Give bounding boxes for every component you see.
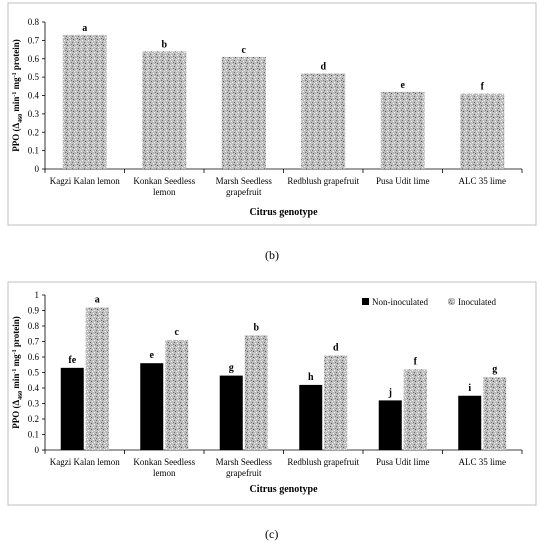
bar-non-inoculated — [219, 375, 243, 450]
y-tick-label: 0.2 — [28, 414, 39, 424]
y-axis-label: PPO (Δ460 min-1 mg-1 protein) — [11, 316, 24, 429]
y-tick-label: 1 — [35, 290, 40, 300]
y-tick-label: 0.8 — [28, 321, 40, 331]
bar-inoculated — [85, 307, 109, 450]
bar-letter-label: b — [161, 39, 167, 50]
y-tick-label: 0.4 — [28, 383, 40, 393]
y-tick-label: 0 — [35, 164, 40, 174]
x-tick-label: Konkan Seedless — [133, 457, 195, 467]
panel-label-c: (c) — [265, 527, 279, 541]
bar — [301, 73, 346, 169]
bar-letter-label: a — [95, 294, 100, 305]
x-tick-label: ALC 35 lime — [459, 457, 507, 467]
x-tick-label: ALC 35 lime — [459, 176, 507, 186]
bar-non-inoculated — [458, 395, 482, 450]
y-tick-label: 0.3 — [28, 399, 40, 409]
y-tick-label: 0.6 — [28, 352, 40, 362]
chart-b-frame — [7, 2, 537, 226]
bar-letter-label: i — [468, 383, 471, 394]
x-tick-label: Kagzi Kalan lemon — [50, 176, 120, 186]
y-tick-label: 0.2 — [28, 127, 39, 137]
bar-inoculated — [324, 355, 348, 450]
bar — [221, 56, 266, 169]
bar-letter-label: g — [492, 364, 497, 375]
chart-b: 0 0.1 0.2 0.3 0.4 0.5 0.6 0.7 0.8 Kagzi Kalan lem… — [11, 17, 523, 218]
bar-inoculated — [244, 335, 268, 450]
y-tick-label: 0.8 — [28, 17, 40, 27]
bar — [142, 51, 187, 169]
bar-inoculated — [403, 369, 427, 450]
y-tick-label: 0.5 — [28, 368, 40, 378]
bar-non-inoculated — [299, 384, 323, 450]
bar-letter-label: j — [388, 387, 392, 398]
bar-letter-label: f — [481, 82, 485, 93]
bar-inoculated — [165, 339, 189, 450]
x-axis-label: Citrus genotype — [249, 207, 318, 218]
legend-swatch — [448, 298, 455, 305]
panel-label-b: (b) — [265, 248, 279, 262]
bar-letter-label: e — [401, 80, 406, 91]
legend-label: Inoculated — [458, 297, 496, 307]
bar-non-inoculated — [60, 367, 84, 450]
legend-label: Non-inoculated — [372, 297, 428, 307]
x-tick-label: Redblush grapefruit — [287, 176, 359, 186]
y-tick-label: 0.6 — [28, 54, 40, 64]
x-tick-label: Pusa Udit lime — [376, 457, 430, 467]
bar-letter-label: f — [414, 356, 418, 367]
y-tick-label: 0 — [35, 445, 40, 455]
x-tick-label: Pusa Udit lime — [376, 176, 430, 186]
bar-letter-label: c — [242, 45, 247, 56]
y-axis-label: PPO (Δ460 min-1 mg-1 protein) — [11, 39, 24, 152]
bar — [460, 93, 505, 169]
x-tick-label: grapefruit — [226, 187, 262, 197]
y-tick-label: 0.5 — [28, 72, 40, 82]
y-tick-label: 0.1 — [28, 430, 39, 440]
bar-letter-label: c — [175, 327, 180, 338]
y-tick-label: 0.9 — [28, 306, 40, 316]
x-tick-label: Marsh Seedless — [216, 176, 273, 186]
x-axis-label: Citrus genotype — [249, 484, 318, 495]
legend: Non-inoculated Inoculated — [362, 297, 496, 307]
bar-letter-label: b — [253, 322, 259, 333]
bar-letter-label: a — [82, 23, 87, 34]
y-tick-label: 0.3 — [28, 109, 40, 119]
bar-letter-label: e — [150, 350, 155, 361]
x-tick-label: Marsh Seedless — [216, 457, 273, 467]
bar — [62, 34, 107, 169]
bar-letter-label: d — [320, 61, 326, 72]
x-tick-label: Redblush grapefruit — [287, 457, 359, 467]
bar-letter-label: fe — [68, 355, 76, 366]
bar-letter-label: h — [308, 372, 314, 383]
y-tick-label: 0.7 — [28, 337, 40, 347]
chart-c-frame — [7, 281, 537, 506]
x-tick-label: grapefruit — [226, 468, 262, 478]
y-tick-label: 0.4 — [28, 91, 40, 101]
bar-inoculated — [483, 377, 507, 450]
x-tick-label: lemon — [153, 187, 176, 197]
bar-non-inoculated — [140, 363, 164, 450]
bar-non-inoculated — [378, 400, 402, 450]
y-tick-label: 0.1 — [28, 146, 39, 156]
bar-letter-label: d — [333, 342, 339, 353]
x-tick-label: Konkan Seedless — [133, 176, 195, 186]
x-tick-label: Kagzi Kalan lemon — [50, 457, 120, 467]
x-tick-label: lemon — [153, 468, 176, 478]
bar — [380, 91, 425, 169]
chart-c: 0 0.1 0.2 0.3 0.4 0.5 0.6 0.7 0.8 0.9 1 Kagzi Kalan… — [11, 290, 523, 495]
bar-letter-label: g — [229, 363, 234, 374]
y-tick-label: 0.7 — [28, 35, 40, 45]
legend-swatch — [362, 298, 369, 305]
